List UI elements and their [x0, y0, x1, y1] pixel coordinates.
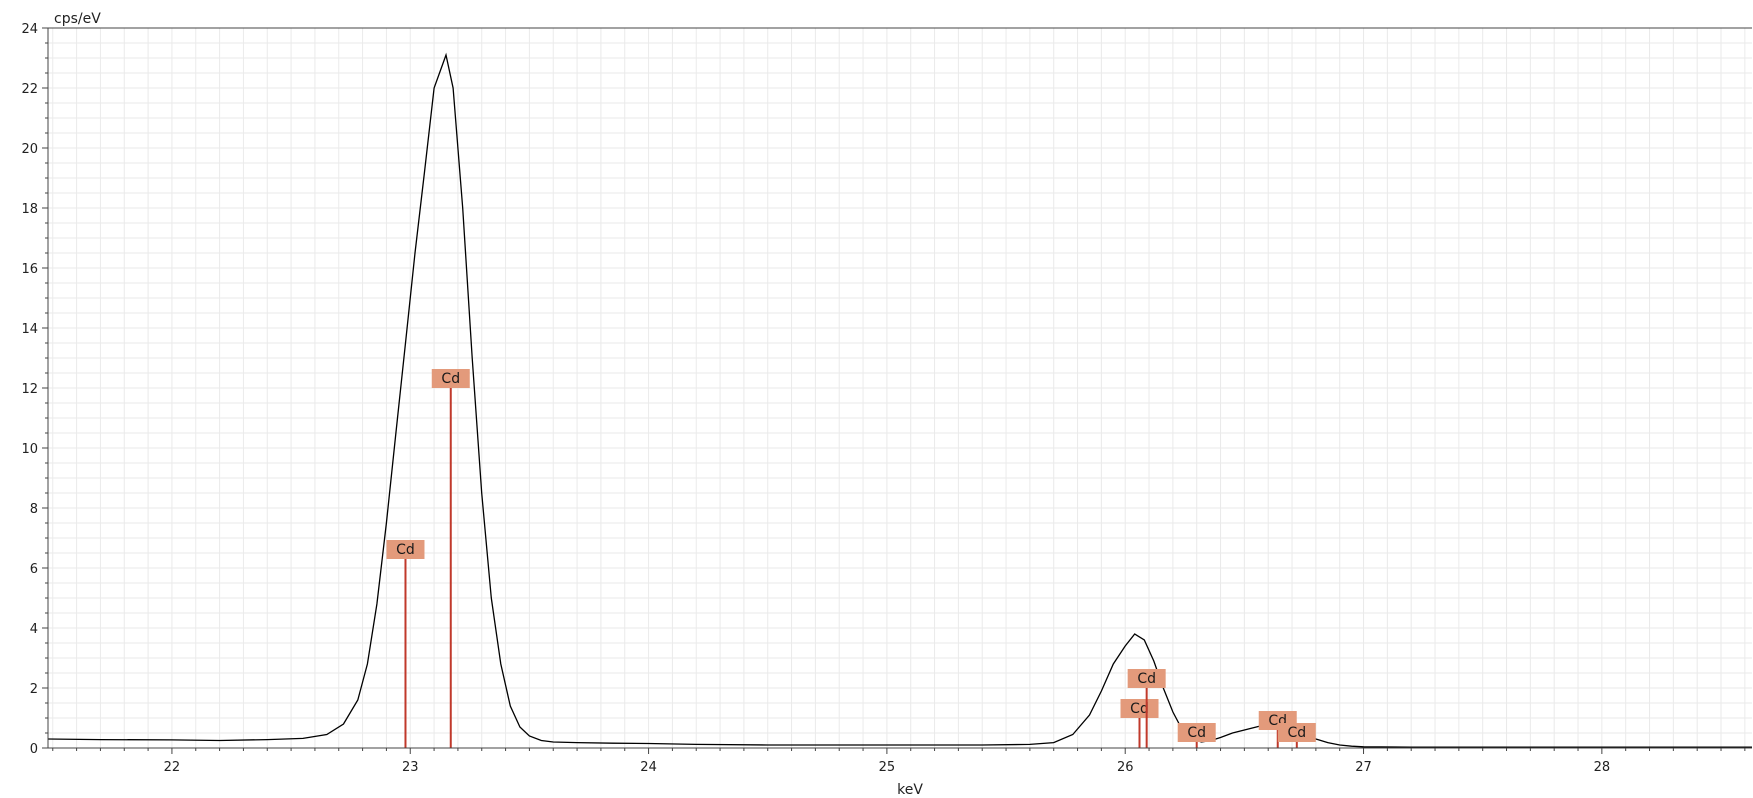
y-tick-label: 22: [21, 82, 38, 97]
peak-marker-label-bg: [1127, 669, 1166, 688]
y-tick-label: 4: [30, 622, 38, 637]
peak-marker-label-bg: [386, 540, 425, 559]
y-tick-label: 20: [21, 142, 38, 157]
y-axis-title: cps/eV: [54, 11, 101, 27]
x-tick-label: 26: [1117, 760, 1134, 775]
x-tick-label: 27: [1355, 760, 1372, 775]
peak-marker-label: Cd: [396, 542, 415, 558]
grid: [48, 27, 1752, 748]
y-tick-label: 16: [21, 262, 38, 277]
peak-marker-label-bg: [1120, 699, 1159, 718]
x-tick-label: 28: [1594, 760, 1611, 775]
y-tick-label: 14: [21, 322, 38, 337]
peak-marker-label: Cd: [1287, 725, 1306, 741]
x-axis-title: keV: [897, 782, 923, 798]
x-tick-label: 22: [164, 760, 181, 775]
peak-marker-label: Cd: [1130, 701, 1149, 717]
y-tick-label: 8: [30, 502, 38, 517]
peak-marker-label: Cd: [1187, 725, 1206, 741]
peak-marker-label: Cd: [1137, 671, 1156, 687]
y-tick-label: 6: [30, 562, 38, 577]
peak-marker-label-bg: [431, 369, 470, 388]
peak-marker-label-bg: [1177, 723, 1216, 742]
x-tick-label: 24: [640, 760, 657, 775]
peak-marker-label: Cd: [441, 371, 460, 387]
y-tick-label: 24: [21, 22, 38, 37]
x-tick-label: 23: [402, 760, 419, 775]
y-tick-label: 10: [21, 442, 38, 457]
y-tick-label: 18: [21, 202, 38, 217]
peak-marker-label-bg: [1277, 723, 1316, 742]
x-tick-label: 25: [879, 760, 896, 775]
y-tick-label: 12: [21, 382, 38, 397]
y-tick-label: 2: [30, 682, 38, 697]
y-tick-label: 0: [30, 742, 38, 757]
